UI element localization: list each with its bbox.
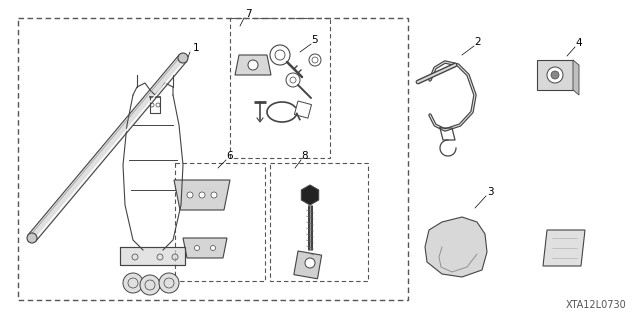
Text: 7: 7 xyxy=(244,9,252,19)
Circle shape xyxy=(211,246,216,250)
Polygon shape xyxy=(235,55,271,75)
Circle shape xyxy=(178,53,188,63)
Polygon shape xyxy=(28,55,187,241)
Polygon shape xyxy=(174,180,230,210)
Polygon shape xyxy=(183,238,227,258)
Polygon shape xyxy=(301,185,319,205)
Bar xyxy=(18,18,408,300)
Circle shape xyxy=(305,258,315,268)
Circle shape xyxy=(551,71,559,79)
Circle shape xyxy=(211,192,217,198)
Circle shape xyxy=(187,192,193,198)
Polygon shape xyxy=(425,217,487,277)
Circle shape xyxy=(123,273,143,293)
Bar xyxy=(175,163,265,281)
Bar xyxy=(270,163,368,281)
Text: 8: 8 xyxy=(301,151,308,161)
Circle shape xyxy=(195,246,200,250)
Bar xyxy=(294,251,322,279)
Text: 2: 2 xyxy=(475,37,481,47)
Text: 4: 4 xyxy=(576,38,582,48)
Polygon shape xyxy=(120,247,185,265)
Circle shape xyxy=(547,67,563,83)
Bar xyxy=(230,18,330,158)
Circle shape xyxy=(199,192,205,198)
Text: 1: 1 xyxy=(193,43,199,53)
Circle shape xyxy=(27,233,37,243)
Polygon shape xyxy=(537,60,573,90)
Text: 6: 6 xyxy=(227,151,234,161)
Text: 3: 3 xyxy=(486,187,493,197)
Polygon shape xyxy=(543,230,585,266)
Text: 5: 5 xyxy=(312,35,318,45)
Circle shape xyxy=(159,273,179,293)
Circle shape xyxy=(248,60,258,70)
Circle shape xyxy=(140,275,160,295)
Polygon shape xyxy=(573,60,579,95)
Bar xyxy=(294,101,312,118)
Text: XTA12L0730: XTA12L0730 xyxy=(566,300,627,310)
